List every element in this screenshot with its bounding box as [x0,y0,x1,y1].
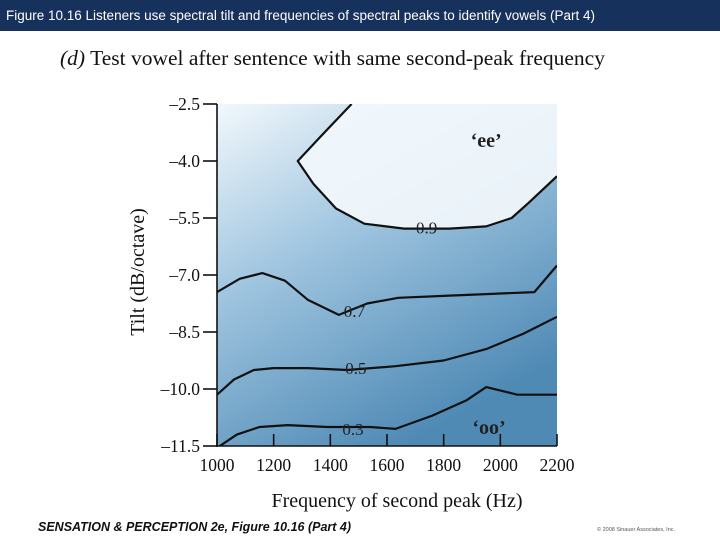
x-axis-title: Frequency of second peak (Hz) [271,490,522,512]
y-axis-title: Tilt (dB/octave) [127,208,149,336]
contour-label-0.9: 0.9 [416,219,437,238]
figure-title: Figure 10.16 Listeners use spectral tilt… [0,0,720,31]
copyright-notice: © 2008 Sinauer Associates, Inc. [597,527,676,533]
contour-lines [217,104,557,446]
contour-line-0.3 [217,386,557,446]
y-tick-label: –2.5 [168,94,200,114]
y-tick-label: –8.5 [168,322,200,342]
x-axis: 1000 1200 1400 1600 1800 2000 2200 [200,434,575,475]
panel-title-text: Test vowel after sentence with same seco… [90,46,605,70]
x-tick-label: 2000 [483,455,518,475]
y-tick-label: –10.0 [160,379,201,399]
x-tick-label: 1400 [313,455,348,475]
contour-label-0.5: 0.5 [345,359,366,378]
x-tick-label: 1200 [256,455,291,475]
y-tick-label: –11.5 [160,436,200,456]
contour-line-0.7 [217,264,557,316]
contour-line-0.9 [296,104,557,230]
region-label-1: ‘oo’ [472,417,505,439]
contour-label-0.3: 0.3 [342,420,363,439]
contour-labels: 0.9 0.7 0.5 0.3 [342,219,437,439]
x-tick-label: 1800 [426,455,461,475]
ee-region-shade [297,104,557,229]
panel-title: (d) Test vowel after sentence with same … [60,46,605,71]
y-axis: –2.5 –4.0 –5.5 –7.0 –8.5 –10.0 –11.5 [160,94,218,456]
panel-letter: (d) [60,46,86,70]
book-credit: SENSATION & PERCEPTION 2e, Figure 10.16 … [38,520,352,534]
y-tick-label: –5.5 [168,208,200,228]
contour-line-0.5 [217,315,557,396]
x-tick-label: 1600 [370,455,405,475]
y-tick-label: –4.0 [168,151,200,171]
x-tick-label: 2200 [540,455,575,475]
region-label-0: ‘ee’ [471,130,502,152]
contour-label-0.7: 0.7 [344,302,366,321]
y-tick-label: –7.0 [168,265,200,285]
region-labels: ‘ee’ ‘oo’ [471,130,506,439]
x-tick-label: 1000 [200,455,235,475]
